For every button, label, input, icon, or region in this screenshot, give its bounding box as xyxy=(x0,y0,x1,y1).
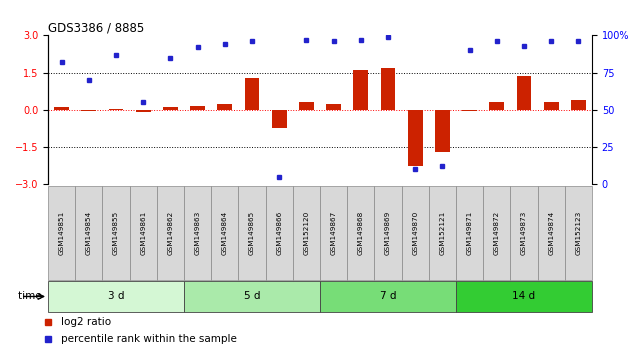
Bar xyxy=(109,108,124,110)
Bar xyxy=(190,106,205,110)
Text: GSM149868: GSM149868 xyxy=(358,211,364,255)
Bar xyxy=(456,281,592,312)
Bar xyxy=(408,110,422,166)
Text: GSM149871: GSM149871 xyxy=(467,211,472,255)
Bar xyxy=(272,110,287,128)
Text: 3 d: 3 d xyxy=(108,291,124,302)
Text: GSM149873: GSM149873 xyxy=(521,211,527,255)
Bar xyxy=(299,102,314,110)
Text: GSM149874: GSM149874 xyxy=(548,211,554,255)
Bar xyxy=(353,70,368,110)
Bar xyxy=(129,186,157,280)
Bar xyxy=(429,186,456,280)
Bar xyxy=(320,281,456,312)
Bar xyxy=(348,186,374,280)
Bar xyxy=(244,78,259,110)
Bar xyxy=(544,102,559,110)
Bar xyxy=(571,100,586,110)
Bar xyxy=(381,68,396,110)
Text: 14 d: 14 d xyxy=(513,291,536,302)
Bar xyxy=(54,107,69,110)
Text: GSM152121: GSM152121 xyxy=(440,211,445,255)
Bar xyxy=(462,110,477,111)
Text: percentile rank within the sample: percentile rank within the sample xyxy=(61,335,237,344)
Bar xyxy=(102,186,130,280)
Text: log2 ratio: log2 ratio xyxy=(61,317,111,327)
Text: 5 d: 5 d xyxy=(244,291,260,302)
Text: GSM149864: GSM149864 xyxy=(222,211,228,255)
Bar xyxy=(163,107,178,110)
Bar xyxy=(374,186,402,280)
Bar xyxy=(211,186,239,280)
Bar xyxy=(456,186,483,280)
Bar xyxy=(320,186,348,280)
Bar xyxy=(266,186,293,280)
Text: GSM149862: GSM149862 xyxy=(168,211,173,255)
Bar xyxy=(293,186,320,280)
Text: GSM149867: GSM149867 xyxy=(331,211,337,255)
Text: GSM149869: GSM149869 xyxy=(385,211,391,255)
Text: GSM149855: GSM149855 xyxy=(113,211,119,255)
Text: GSM149866: GSM149866 xyxy=(276,211,282,255)
Bar xyxy=(402,186,429,280)
Bar xyxy=(157,186,184,280)
Bar xyxy=(218,104,232,110)
Bar xyxy=(81,110,96,111)
Text: GSM149872: GSM149872 xyxy=(494,211,500,255)
Text: 7 d: 7 d xyxy=(380,291,396,302)
Bar xyxy=(516,75,531,110)
Bar xyxy=(48,281,184,312)
Bar xyxy=(483,186,511,280)
Bar xyxy=(136,110,150,112)
Text: GSM149865: GSM149865 xyxy=(249,211,255,255)
Bar xyxy=(76,186,102,280)
Bar xyxy=(184,281,320,312)
Bar xyxy=(538,186,565,280)
Bar xyxy=(565,186,592,280)
Text: GDS3386 / 8885: GDS3386 / 8885 xyxy=(48,21,144,34)
Bar xyxy=(511,186,538,280)
Bar xyxy=(490,102,504,110)
Text: GSM152120: GSM152120 xyxy=(303,211,309,255)
Bar xyxy=(48,186,76,280)
Bar xyxy=(326,104,341,110)
Bar xyxy=(435,110,450,152)
Text: GSM149851: GSM149851 xyxy=(59,211,65,255)
Text: time: time xyxy=(18,291,45,302)
Bar xyxy=(239,186,266,280)
Text: GSM152123: GSM152123 xyxy=(575,211,581,255)
Text: GSM149863: GSM149863 xyxy=(195,211,200,255)
Text: GSM149870: GSM149870 xyxy=(412,211,418,255)
Bar xyxy=(184,186,211,280)
Text: GSM149861: GSM149861 xyxy=(140,211,146,255)
Text: GSM149854: GSM149854 xyxy=(86,211,92,255)
